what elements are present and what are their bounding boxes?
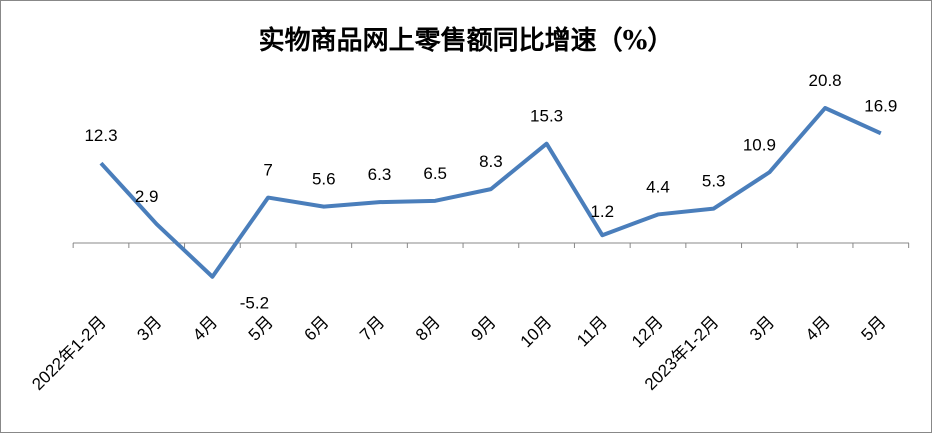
x-tick-label: 10月 — [517, 312, 556, 351]
data-label: 8.3 — [479, 152, 503, 171]
data-label: 6.5 — [423, 164, 447, 183]
x-tick-label: 2022年1-2月 — [28, 312, 110, 394]
x-tick-label: 4月 — [189, 312, 221, 344]
x-tick-label: 5月 — [857, 312, 889, 344]
data-label: 12.3 — [84, 126, 117, 145]
x-tick-label: 6月 — [300, 312, 332, 344]
data-label: 5.6 — [312, 170, 336, 189]
data-label: 2.9 — [135, 187, 159, 206]
x-tick-label: 8月 — [412, 312, 444, 344]
series-line — [99, 106, 882, 279]
data-label: 6.3 — [368, 165, 392, 184]
data-label: 1.2 — [590, 202, 614, 221]
data-label: 5.3 — [702, 172, 726, 191]
data-label: 20.8 — [809, 71, 842, 90]
chart-title: 实物商品网上零售额同比增速（%） — [259, 25, 674, 56]
data-label: 16.9 — [864, 96, 897, 115]
data-label: 10.9 — [743, 135, 776, 154]
x-tick-label: 9月 — [468, 312, 500, 344]
x-tick-label: 7月 — [356, 312, 388, 344]
data-label: 15.3 — [530, 107, 563, 126]
x-tick-label: 12月 — [628, 312, 667, 351]
data-label: -5.2 — [240, 294, 269, 313]
x-tick-label: 4月 — [802, 312, 834, 344]
x-tick-label: 3月 — [133, 312, 165, 344]
x-tick-label: 3月 — [746, 312, 778, 344]
x-tick-label: 5月 — [245, 312, 277, 344]
x-tick-label: 11月 — [573, 312, 611, 350]
data-label: 4.4 — [646, 177, 670, 196]
data-label: 7 — [263, 161, 272, 180]
